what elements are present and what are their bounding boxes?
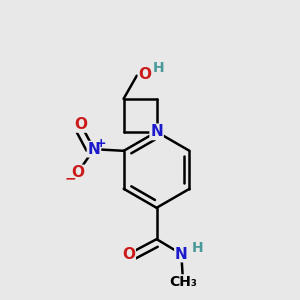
Text: H: H <box>191 241 203 255</box>
Text: O: O <box>139 67 152 82</box>
Text: N: N <box>150 124 163 139</box>
Text: O: O <box>122 247 135 262</box>
Text: +: + <box>96 137 106 150</box>
Text: N: N <box>175 247 188 262</box>
Text: CH₃: CH₃ <box>169 275 197 289</box>
Text: O: O <box>71 166 84 181</box>
Text: −: − <box>64 171 76 185</box>
Text: N: N <box>88 142 100 157</box>
Text: O: O <box>74 117 87 132</box>
Text: H: H <box>152 61 164 75</box>
